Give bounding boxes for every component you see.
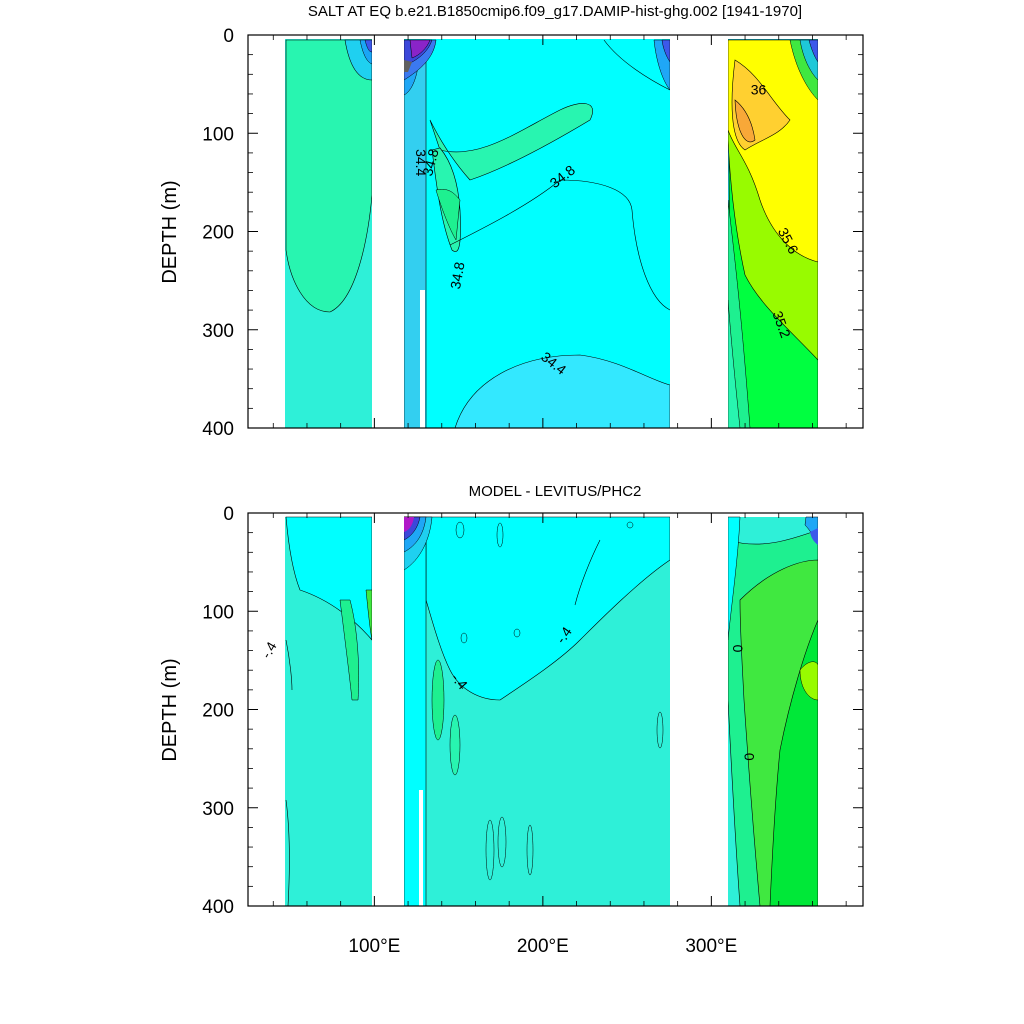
- contour-label: 36: [751, 82, 767, 98]
- top-contour-field: [248, 35, 863, 428]
- x-tick-label: 300°E: [685, 936, 737, 957]
- contour-label: -.4: [258, 639, 280, 661]
- y-tick-label: 200: [202, 701, 234, 722]
- y-tick-label: 200: [202, 223, 234, 244]
- x-tick-label: 100°E: [348, 936, 400, 957]
- y-tick-label: 300: [202, 321, 234, 342]
- top-panel-title: SALT AT EQ b.e21.B1850cmip6.f09_g17.DAMI…: [308, 3, 802, 20]
- bottom-contour-field: [248, 513, 863, 906]
- top-y-axis-label: DEPTH (m): [159, 180, 181, 283]
- y-tick-label: 400: [202, 419, 234, 440]
- bottom-panel: MODEL - LEVITUS/PHC2: [159, 483, 864, 957]
- bottom-panel-title: MODEL - LEVITUS/PHC2: [469, 483, 642, 500]
- bottom-ticks: [248, 512, 863, 907]
- y-tick-label: 100: [202, 602, 234, 623]
- contour-label: 34.8: [447, 260, 468, 290]
- top-ticks: [248, 34, 863, 429]
- bottom-y-axis-label: DEPTH (m): [159, 658, 181, 761]
- contour-label: -.4: [552, 624, 575, 647]
- top-panel: SALT AT EQ b.e21.B1850cmip6.f09_g17.DAMI…: [159, 3, 864, 440]
- y-tick-label: 400: [202, 897, 234, 918]
- y-tick-label: 0: [223, 504, 234, 525]
- y-tick-label: 0: [223, 26, 234, 47]
- contour-label: 34.4: [413, 149, 429, 176]
- top-y-tick-labels: 0 100 200 300 400: [202, 26, 234, 440]
- x-tick-label: 200°E: [517, 936, 569, 957]
- bottom-x-tick-labels: 100°E 200°E 300°E: [348, 936, 737, 957]
- y-tick-label: 300: [202, 799, 234, 820]
- contour-label: 0: [741, 753, 757, 761]
- y-tick-label: 100: [202, 124, 234, 145]
- bottom-y-tick-labels: 0 100 200 300 400: [202, 504, 234, 918]
- contour-label: 34.8: [419, 147, 442, 178]
- contour-label: 0: [730, 645, 746, 653]
